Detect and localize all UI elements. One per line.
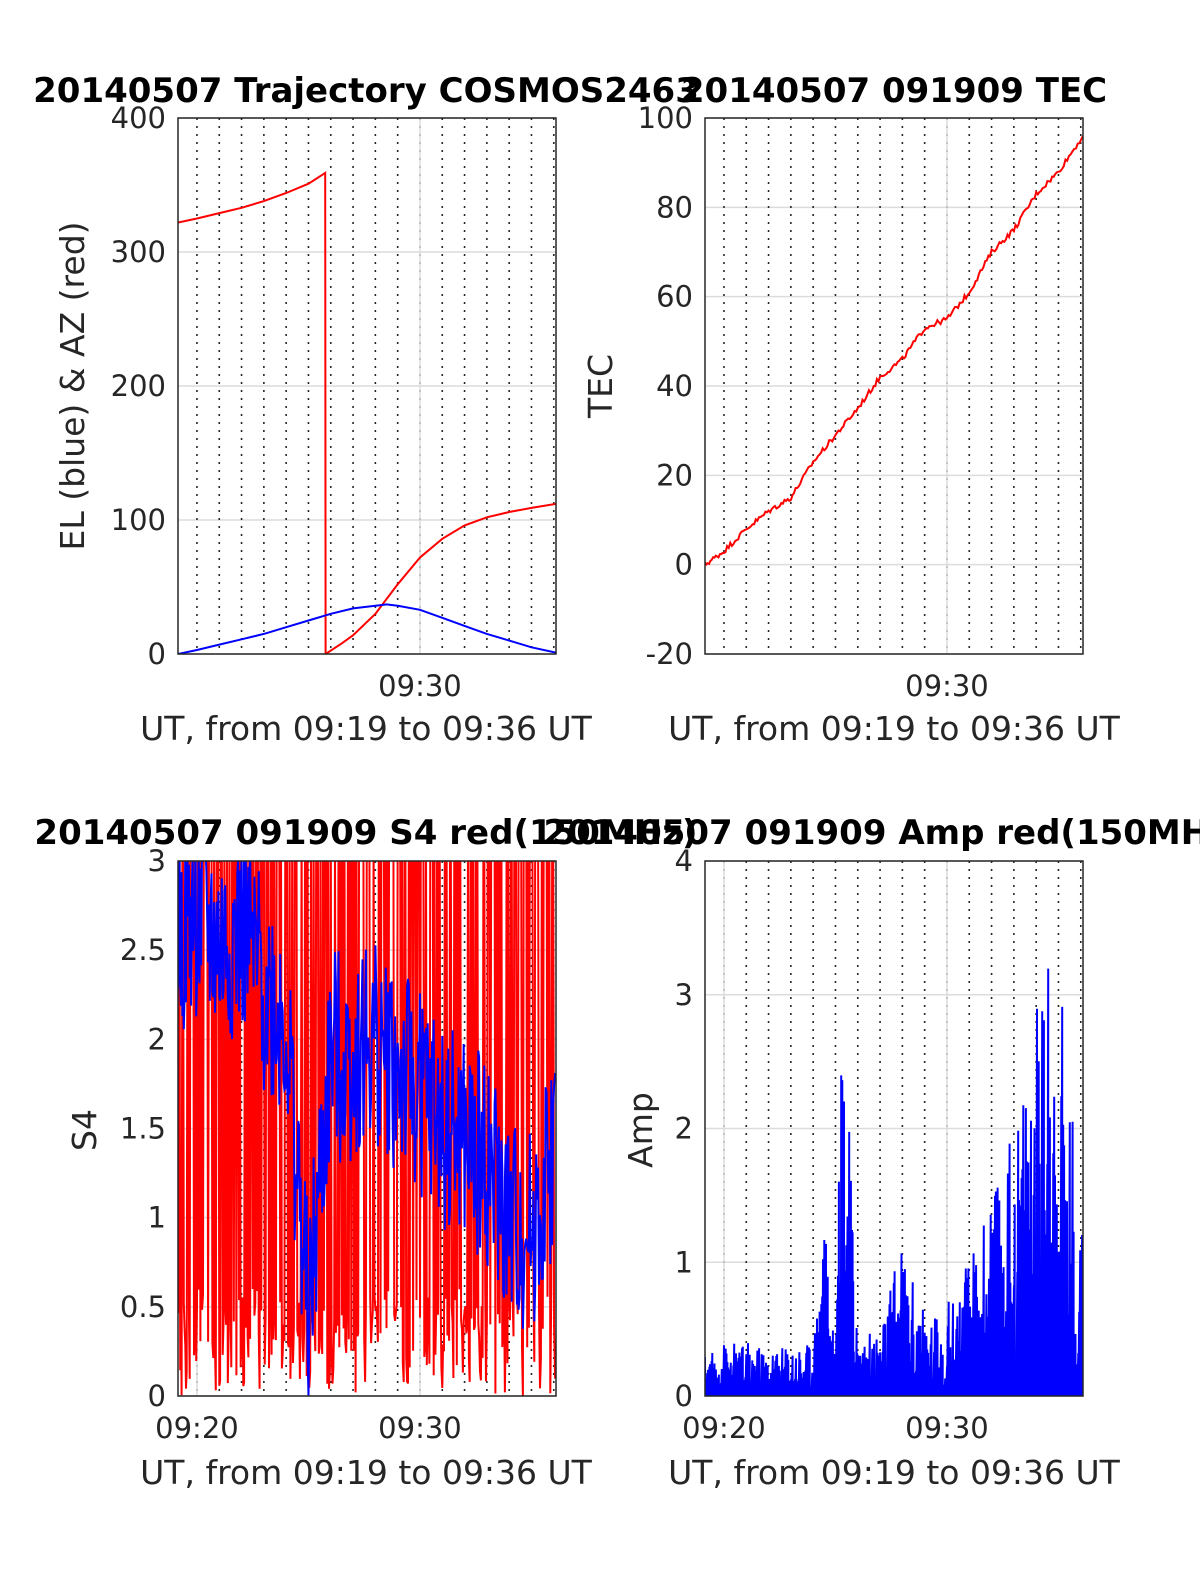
y-tick-label: 0 (675, 1379, 693, 1413)
series-line (178, 861, 556, 1396)
y-tick-label: 3 (675, 978, 693, 1012)
axes-frame (177, 117, 557, 655)
series-line (178, 171, 556, 654)
y-tick-label: 4 (675, 844, 693, 878)
y-tick-label: 3 (148, 844, 166, 878)
x-tick-label: 09:30 (905, 669, 989, 703)
plot-area: 0 0.5 1 1.5 2 2.5 3 09:20 09:30 (120, 844, 557, 1445)
y-tick-label: 400 (111, 101, 166, 135)
axes-frame (704, 860, 1084, 1397)
plot-area: 0 1 2 3 4 09:20 09:30 (675, 844, 1084, 1445)
y-tick-label: 100 (638, 101, 693, 135)
y-tick-label: 1 (675, 1245, 693, 1279)
x-tick-label: 09:20 (155, 1411, 239, 1445)
x-tick-label: 09:30 (378, 669, 462, 703)
y-axis-label: EL (blue) & AZ (red) (53, 221, 92, 550)
x-tick-label: 09:30 (378, 1411, 462, 1445)
panel-s4: 20140507 091909 S4 red(150MHz) UT, from … (34, 813, 697, 1492)
y-tick-label: 300 (111, 235, 166, 269)
y-tick-label: 2.5 (120, 933, 166, 967)
y-axis-label: TEC (581, 354, 620, 419)
y-tick-label: 80 (656, 190, 693, 224)
y-tick-label: 60 (656, 280, 693, 314)
series-line (178, 603, 556, 654)
y-axis-label: Amp (621, 1092, 660, 1168)
x-axis-label: UT, from 09:19 to 09:36 UT (668, 709, 1121, 748)
y-tick-label: 0.5 (120, 1290, 166, 1324)
y-tick-label: 40 (656, 369, 693, 403)
y-tick-label: 0 (148, 637, 166, 671)
chart-title: 20140507 091909 S4 red(150MHz) (34, 813, 697, 853)
panel-tec: 20140507 091909 TEC UT, from 09:19 to 09… (581, 71, 1121, 748)
chart-title: 20140507 091909 Amp red(150MHz) (543, 813, 1200, 853)
panel-amp: 20140507 091909 Amp red(150MHz) UT, from… (543, 813, 1200, 1492)
y-tick-label: 0 (675, 548, 693, 582)
axes-frame (177, 860, 557, 1397)
y-tick-label: 2 (148, 1022, 166, 1056)
y-tick-label: 0 (148, 1379, 166, 1413)
chart-title: 20140507 Trajectory COSMOS2463 (33, 71, 699, 111)
series-line (705, 968, 1083, 1396)
plot-area: 0 100 200 300 400 09:30 (111, 101, 557, 703)
y-tick-label: 20 (656, 458, 693, 492)
x-axis-label: UT, from 09:19 to 09:36 UT (140, 1453, 593, 1492)
x-axis-label: UT, from 09:19 to 09:36 UT (140, 709, 593, 748)
y-tick-label: -20 (646, 637, 693, 671)
x-tick-label: 09:30 (905, 1411, 989, 1445)
plot-area: -20 0 20 40 60 80 100 09:30 (638, 101, 1084, 703)
y-tick-label: 1.5 (120, 1112, 166, 1146)
axes-frame (704, 117, 1084, 655)
y-tick-label: 200 (111, 369, 166, 403)
x-tick-label: 09:20 (682, 1411, 766, 1445)
y-axis-label: S4 (65, 1109, 104, 1151)
y-tick-label: 2 (675, 1112, 693, 1146)
y-tick-label: 1 (148, 1201, 166, 1235)
series-line (705, 135, 1083, 567)
y-tick-label: 100 (111, 503, 166, 537)
chart-title: 20140507 091909 TEC (681, 71, 1107, 111)
x-axis-label: UT, from 09:19 to 09:36 UT (668, 1453, 1121, 1492)
panel-trajectory: 20140507 Trajectory COSMOS2463 UT, from … (33, 71, 699, 748)
